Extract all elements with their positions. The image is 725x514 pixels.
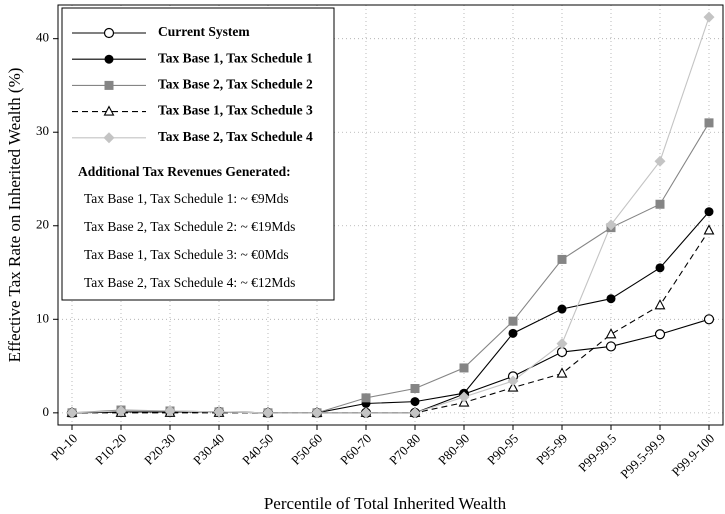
- x-tick-label: P70-80: [386, 431, 423, 468]
- data-point: [508, 328, 518, 338]
- y-tick-label: 40: [36, 30, 49, 45]
- data-point: [262, 407, 274, 419]
- data-point: [605, 328, 617, 339]
- x-tick-label: P80-90: [435, 431, 472, 468]
- y-axis-label: Effective Tax Rate on Inherited Wealth (…: [5, 68, 24, 363]
- series-line: [71, 16, 710, 414]
- data-point: [459, 363, 469, 373]
- data-point: [703, 314, 715, 325]
- legend-label: Tax Base 1, Tax Schedule 3: [158, 103, 313, 118]
- x-tick-label: P95-99: [533, 431, 570, 468]
- data-point: [508, 316, 518, 326]
- x-tick-label: P99.9-100: [669, 431, 718, 480]
- y-tick-label: 30: [36, 123, 49, 138]
- data-point: [704, 207, 714, 217]
- y-tick-label: 10: [36, 310, 49, 325]
- data-point: [311, 407, 323, 419]
- x-tick-label: P10-20: [92, 431, 129, 468]
- data-point: [458, 391, 470, 403]
- data-point: [361, 393, 371, 403]
- data-point: [507, 381, 519, 392]
- data-point: [557, 254, 567, 264]
- data-point: [410, 384, 420, 394]
- legend-marker: [103, 132, 115, 144]
- data-point: [410, 397, 420, 407]
- x-tick-label: P30-40: [190, 431, 227, 468]
- data-point: [704, 118, 714, 128]
- x-tick-label: P20-30: [141, 431, 178, 468]
- data-point: [654, 329, 666, 340]
- data-point: [605, 219, 617, 231]
- x-tick-label: P0-10: [48, 431, 81, 464]
- x-tick-label: P40-50: [239, 431, 276, 468]
- data-point: [703, 224, 715, 235]
- data-point: [164, 405, 176, 417]
- data-point: [409, 407, 421, 419]
- data-point: [66, 407, 78, 419]
- data-point: [606, 294, 616, 304]
- annotation: Tax Base 2, Tax Schedule 2: ~ €19Mds: [84, 219, 295, 234]
- annotation: Tax Base 1, Tax Schedule 1: ~ €9Mds: [84, 191, 289, 206]
- data-point: [360, 407, 372, 419]
- data-point: [703, 11, 715, 23]
- data-point: [556, 367, 568, 378]
- data-point: [605, 341, 617, 352]
- data-point: [507, 375, 519, 387]
- x-tick-label: P99-99.5: [575, 431, 619, 475]
- annotation: Tax Base 1, Tax Schedule 3: ~ €0Mds: [84, 247, 289, 262]
- legend-label: Tax Base 2, Tax Schedule 2: [158, 76, 313, 91]
- legend-marker: [104, 80, 114, 90]
- data-point: [655, 199, 665, 209]
- plot-frame: [57, 4, 724, 426]
- y-tick-label: 0: [43, 404, 50, 419]
- legend-marker: [104, 54, 114, 64]
- legend-marker: [103, 27, 115, 39]
- legend-label: Current System: [158, 24, 250, 39]
- series-line: [71, 211, 710, 414]
- x-tick-label: P60-70: [337, 431, 374, 468]
- data-point: [556, 338, 568, 350]
- x-tick-label: P50-60: [288, 431, 325, 468]
- data-point: [115, 405, 127, 417]
- legend-marker: [103, 105, 115, 116]
- data-point: [213, 406, 225, 418]
- legend: Current System Tax Base 1, Tax Schedule 1…: [61, 7, 335, 301]
- legend-label: Tax Base 2, Tax Schedule 4: [158, 129, 313, 144]
- annotation-title: Additional Tax Revenues Generated:: [78, 164, 291, 179]
- annotation: Tax Base 2, Tax Schedule 4: ~ €12Mds: [84, 275, 295, 290]
- x-axis-label: Percentile of Total Inherited Wealth: [264, 494, 507, 513]
- y-tick-label: 20: [36, 217, 49, 232]
- x-tick-label: P90-95: [484, 431, 521, 468]
- legend-label: Tax Base 1, Tax Schedule 1: [158, 50, 313, 65]
- data-point: [654, 155, 666, 167]
- data-point: [654, 299, 666, 310]
- x-tick-label: P99.5-99.9: [617, 431, 668, 482]
- data-point: [655, 263, 665, 273]
- data-point: [557, 304, 567, 314]
